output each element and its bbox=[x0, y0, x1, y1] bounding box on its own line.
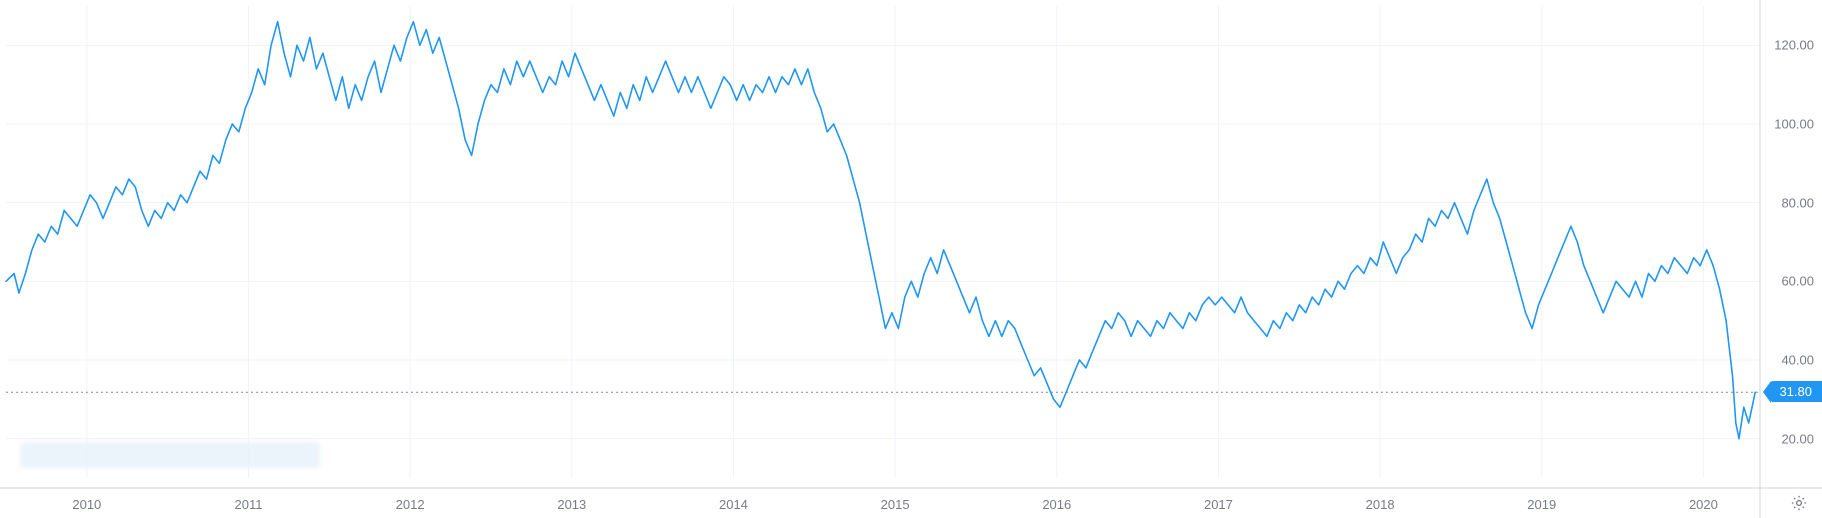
y-tick-label: 120.00 bbox=[1770, 38, 1814, 53]
chart-canvas bbox=[0, 0, 1822, 518]
x-tick-label: 2017 bbox=[1204, 497, 1233, 512]
y-tick-label: 40.00 bbox=[1777, 353, 1814, 368]
current-price-badge: 31.80 bbox=[1771, 381, 1822, 402]
x-tick-label: 2011 bbox=[235, 497, 263, 512]
x-tick-label: 2016 bbox=[1042, 497, 1071, 512]
x-tick-label: 2015 bbox=[881, 497, 910, 512]
y-tick-label: 20.00 bbox=[1777, 431, 1814, 446]
gear-icon[interactable] bbox=[1790, 494, 1808, 512]
y-tick-label: 100.00 bbox=[1770, 117, 1814, 132]
x-tick-label: 2014 bbox=[719, 497, 748, 512]
current-price-value: 31.80 bbox=[1779, 384, 1812, 399]
x-tick-label: 2020 bbox=[1689, 497, 1718, 512]
x-tick-label: 2012 bbox=[396, 497, 425, 512]
price-chart[interactable]: 20.00 40.00 60.00 80.00 100.00 120.00 2010 201… bbox=[0, 0, 1822, 518]
attribution-watermark bbox=[20, 442, 320, 468]
y-tick-label: 60.00 bbox=[1777, 274, 1814, 289]
x-tick-label: 2019 bbox=[1527, 497, 1556, 512]
y-tick-label: 80.00 bbox=[1777, 195, 1814, 210]
x-tick-label: 2018 bbox=[1366, 497, 1395, 512]
x-tick-label: 2013 bbox=[557, 497, 586, 512]
x-tick-label: 2010 bbox=[72, 497, 101, 512]
